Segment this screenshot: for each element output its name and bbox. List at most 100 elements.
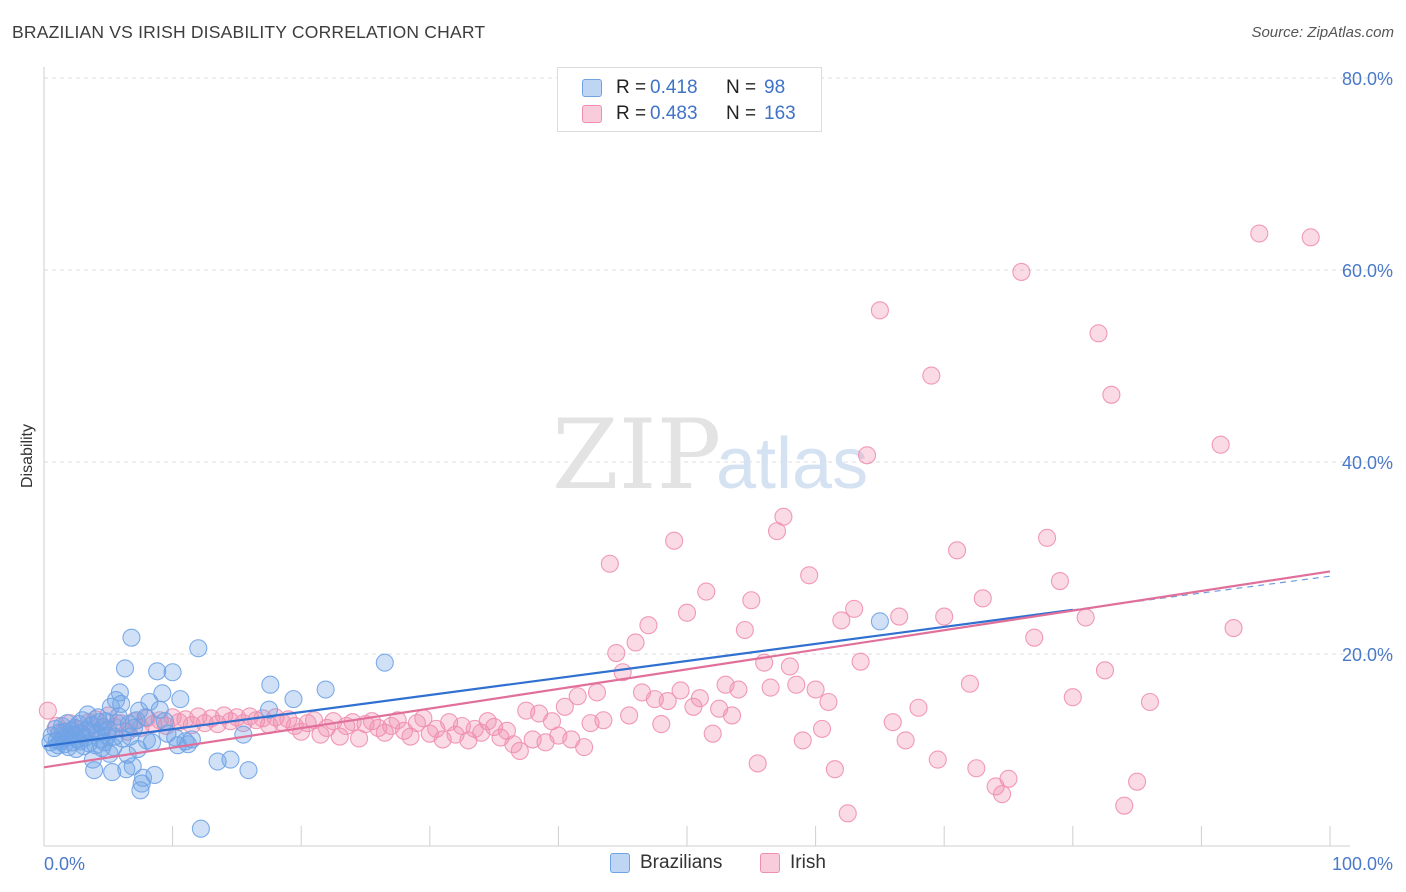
grid-lines: [44, 77, 1395, 655]
brazilian-point: [110, 683, 129, 702]
brazilian-point: [171, 690, 190, 709]
irish-point: [1038, 528, 1057, 547]
series-legend: Brazilians Irish: [0, 852, 1406, 878]
irish-point: [1102, 385, 1121, 404]
brazilian-point: [85, 761, 104, 780]
brazilian-point: [103, 763, 122, 782]
brazilian-point: [870, 612, 889, 631]
irish-point: [928, 750, 947, 769]
legend-row-irish: R = 0.483 N = 163: [582, 103, 796, 125]
irish-point: [761, 678, 780, 697]
x-tick-label: 100.0%: [1332, 854, 1393, 874]
irish-point: [1095, 661, 1114, 680]
chart-title: BRAZILIAN VS IRISH DISABILITY CORRELATIO…: [12, 22, 486, 42]
irish-point: [832, 611, 851, 630]
irish-point: [38, 701, 57, 720]
irish-point: [787, 675, 806, 694]
irish-point: [922, 366, 941, 385]
axes: [43, 67, 1350, 847]
irish-point: [742, 591, 761, 610]
irish-point: [819, 692, 838, 712]
irish-point: [671, 681, 690, 700]
n-label: N =: [726, 103, 757, 124]
brazilian-point: [375, 653, 394, 672]
irish-point: [658, 691, 677, 711]
brazilian-point: [284, 690, 303, 709]
irish-point: [722, 706, 742, 725]
chart-source: Source: ZipAtlas.com: [1251, 24, 1394, 41]
irish-point: [1211, 435, 1230, 454]
legend-item-irish[interactable]: Irish: [760, 852, 826, 874]
irish-point: [1301, 228, 1320, 247]
irish-point: [607, 643, 626, 663]
irish-point: [948, 541, 967, 560]
irish-trend-line: [43, 570, 1331, 769]
x-tick-label: 0.0%: [44, 854, 85, 874]
irish-point: [845, 599, 864, 618]
irish-point: [575, 738, 594, 757]
brazilian-point: [112, 694, 131, 713]
irish-point: [703, 724, 722, 743]
irish-point: [652, 715, 671, 734]
irish-point: [851, 652, 870, 671]
irish-point: [825, 760, 844, 779]
irish-point: [1115, 796, 1134, 815]
irish-point: [973, 589, 992, 608]
legend-swatch-irish: [582, 105, 602, 123]
legend-row-brazilians: R = 0.418 N = 98: [582, 77, 785, 99]
r-value: 0.418: [650, 77, 698, 98]
brazilian-point: [153, 684, 172, 703]
irish-point: [1250, 224, 1269, 243]
brazilian-point: [142, 733, 162, 752]
irish-point: [993, 785, 1012, 804]
irish-point: [748, 754, 767, 773]
irish-point: [800, 566, 819, 585]
irish-point: [960, 674, 979, 693]
irish-point: [1050, 571, 1069, 591]
irish-point: [594, 711, 613, 730]
irish-point: [510, 741, 529, 761]
legend-swatch-brazilians: [582, 79, 602, 97]
brazilian-point: [140, 692, 159, 712]
brazilian-point: [148, 662, 167, 681]
brazilian-point: [136, 708, 155, 727]
r-value: 0.483: [650, 103, 698, 124]
legend-item-brazilians[interactable]: Brazilians: [610, 852, 722, 874]
trend-lines: [43, 570, 1331, 769]
irish-point: [388, 711, 407, 730]
irish-point: [857, 446, 877, 465]
irish-point: [555, 697, 574, 716]
brazilian-point: [316, 680, 335, 699]
r-label: R =: [616, 77, 647, 98]
n-label: N =: [726, 77, 757, 98]
brazilian-point: [163, 663, 182, 682]
brazilian-point: [145, 765, 164, 785]
brazilian-trend-line: [43, 608, 1073, 748]
brazilian-point: [259, 700, 279, 719]
brazilian-point: [239, 761, 258, 780]
irish-point: [1076, 608, 1095, 627]
irish-point: [890, 607, 909, 626]
correlation-legend: R = 0.418 N = 98 R = 0.483 N = 163: [557, 67, 822, 132]
irish-point: [812, 719, 832, 738]
irish-point: [1140, 692, 1160, 712]
irish-point: [909, 698, 928, 717]
legend-swatch-brazilians: [610, 853, 630, 873]
irish-point: [1089, 324, 1108, 343]
irish-point: [1224, 619, 1243, 638]
tick-labels: 20.0% 40.0% 60.0% 80.0% 0.0% 100.0%: [44, 69, 1393, 874]
n-value: 163: [764, 103, 796, 124]
y-tick-label: 80.0%: [1342, 69, 1393, 89]
y-tick-label: 60.0%: [1342, 261, 1393, 281]
brazilian-point: [261, 675, 280, 694]
irish-point: [870, 301, 889, 320]
irish-point: [1025, 628, 1044, 647]
irish-point: [600, 554, 619, 573]
irish-point: [690, 689, 709, 708]
irish-point: [626, 633, 645, 652]
r-label: R =: [616, 103, 647, 124]
irish-point: [504, 735, 523, 754]
brazilian-point: [122, 628, 141, 647]
irish-point: [735, 620, 754, 640]
